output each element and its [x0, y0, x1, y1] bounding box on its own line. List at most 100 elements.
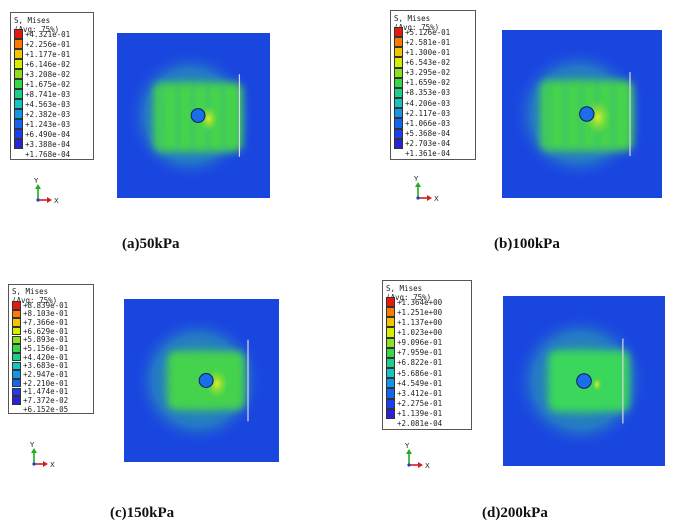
legend-value: +1.251e+00: [397, 307, 443, 317]
legend-value: +4.206e-03: [405, 98, 451, 108]
legend-row: +1.361e-04: [394, 149, 450, 159]
legend-row: +6.543e-02: [394, 57, 451, 68]
legend-title: S, Mises: [394, 14, 431, 23]
legend-row: +8.839e-01: [12, 301, 68, 310]
legend-row: +3.388e-04: [14, 139, 70, 149]
legend-row: +1.137e+00: [386, 317, 442, 328]
legend-swatch: [394, 67, 403, 78]
legend-row: +5.893e-01: [12, 335, 68, 344]
legend-value: +9.096e-01: [397, 338, 443, 348]
legend-subtitle: (Avg: 75%): [386, 293, 432, 302]
legend-row: +4.321e-01: [14, 29, 70, 39]
legend-swatch: [12, 378, 21, 388]
legend-rows: +1.364e+00 +1.251e+00 +1.137e+00 +1.023e+00…: [386, 296, 468, 428]
legend-value: +1.300e-01: [405, 47, 451, 57]
y-axis-label: Y: [33, 178, 39, 185]
legend-row: +6.822e-01: [386, 357, 443, 369]
legend-swatch: [14, 49, 23, 59]
legend-swatch: [12, 344, 21, 353]
legend-row: +1.023e+00: [386, 327, 443, 338]
central-hole: [198, 373, 214, 388]
legend-row: +2.081e-04: [386, 419, 442, 429]
y-axis-label: Y: [29, 442, 35, 449]
z-axis-dot: [36, 198, 40, 202]
caption-b: (b)100kPa: [494, 236, 560, 252]
legend-row: +7.366e-01: [12, 318, 68, 327]
contour-plot-d: [503, 296, 665, 466]
caption-d: (d)200kPa: [482, 505, 548, 521]
legend-c: S, Mises (Avg: 75%) +8.839e-01 +8.103e-01…: [8, 284, 94, 414]
legend-value: +3.295e-02: [405, 68, 451, 78]
legend-row: +1.675e-02: [14, 79, 70, 89]
legend-value: +7.959e-01: [397, 348, 443, 358]
legend-value: +1.023e+00: [397, 327, 443, 337]
legend-row: +2.210e-01: [12, 379, 68, 388]
legend-value: +5.686e-01: [397, 368, 443, 378]
x-axis-label: X: [434, 195, 439, 203]
legend-swatch: [394, 57, 403, 68]
legend-swatch: [386, 327, 395, 338]
legend-swatch: [386, 368, 395, 379]
legend-title: S, Mises: [14, 16, 51, 25]
legend-value: +2.275e-01: [397, 399, 443, 409]
legend-swatch: [12, 352, 21, 362]
legend-value: +1.364e+00: [397, 297, 443, 307]
legend-swatch: [12, 309, 21, 319]
legend-value: +7.366e-01: [23, 318, 69, 327]
legend-row: +5.686e-01: [386, 368, 443, 379]
legend-d: S, Mises (Avg: 75%) +1.364e+00 +1.251e+00…: [382, 280, 472, 430]
legend-row: +4.420e-01: [12, 353, 68, 362]
central-hole: [576, 373, 592, 389]
legend-row: +1.243e-03: [14, 119, 70, 129]
legend-row: +5.156e-01: [12, 344, 68, 353]
legend-swatch: [386, 378, 395, 389]
x-axis-label: X: [50, 461, 55, 469]
axis-triad-b: YX: [413, 176, 439, 203]
legend-swatch: [394, 108, 403, 119]
legend-swatch: [394, 98, 403, 109]
legend-value: +6.543e-02: [405, 57, 451, 67]
legend-row: +4.206e-03: [394, 98, 451, 109]
legend-row: +8.741e-03: [14, 89, 70, 99]
legend-swatch: [386, 296, 395, 308]
legend-swatch: [394, 118, 403, 129]
z-axis-dot: [416, 196, 420, 200]
z-axis-dot: [407, 463, 411, 467]
legend-swatch: [394, 77, 403, 88]
legend-a: S, Mises (Avg: 75%) +4.321e-01 +2.256e-01…: [10, 12, 94, 160]
legend-value: +5.156e-01: [23, 344, 69, 353]
legend-swatch: [12, 396, 21, 405]
legend-value: +4.549e-01: [397, 378, 443, 388]
legend-value: +1.177e-01: [25, 49, 71, 59]
legend-value: +4.321e-01: [25, 29, 71, 39]
legend-value: +8.839e-01: [23, 300, 69, 310]
axis-triad-d: YX: [404, 443, 430, 470]
legend-value: +5.126e-01: [405, 27, 451, 37]
legend-value: +7.372e-02: [23, 396, 69, 405]
legend-value: +2.256e-01: [25, 39, 71, 49]
legend-value: +2.947e-01: [23, 370, 69, 379]
legend-swatch: [14, 59, 23, 69]
legend-subtitle: (Avg: 75%): [12, 296, 58, 305]
legend-value: +1.243e-03: [25, 119, 71, 129]
legend-value: +1.659e-02: [405, 78, 451, 88]
legend-subtitle: (Avg: 75%): [394, 23, 440, 32]
y-axis-label: Y: [404, 443, 410, 450]
legend-row: +1.300e-01: [394, 47, 451, 58]
legend-row: +4.549e-01: [386, 378, 443, 389]
stress-hotspot: [592, 377, 602, 392]
legend-swatch: [394, 26, 403, 38]
legend-swatch: [394, 47, 403, 58]
legend-row: +2.703e-04: [394, 138, 450, 149]
stress-stripe: [221, 82, 226, 152]
central-hole: [190, 108, 206, 123]
legend-value: +5.368e-04: [405, 129, 451, 139]
x-arrowhead: [427, 195, 432, 201]
legend-value: +6.822e-01: [397, 358, 443, 368]
legend-value: +6.629e-01: [23, 326, 69, 336]
contour-plot-a: [117, 33, 270, 198]
legend-swatch: [12, 361, 21, 371]
legend-value: +8.103e-01: [23, 309, 69, 319]
legend-swatch: [386, 398, 395, 409]
legend-row: +6.490e-04: [14, 129, 70, 139]
